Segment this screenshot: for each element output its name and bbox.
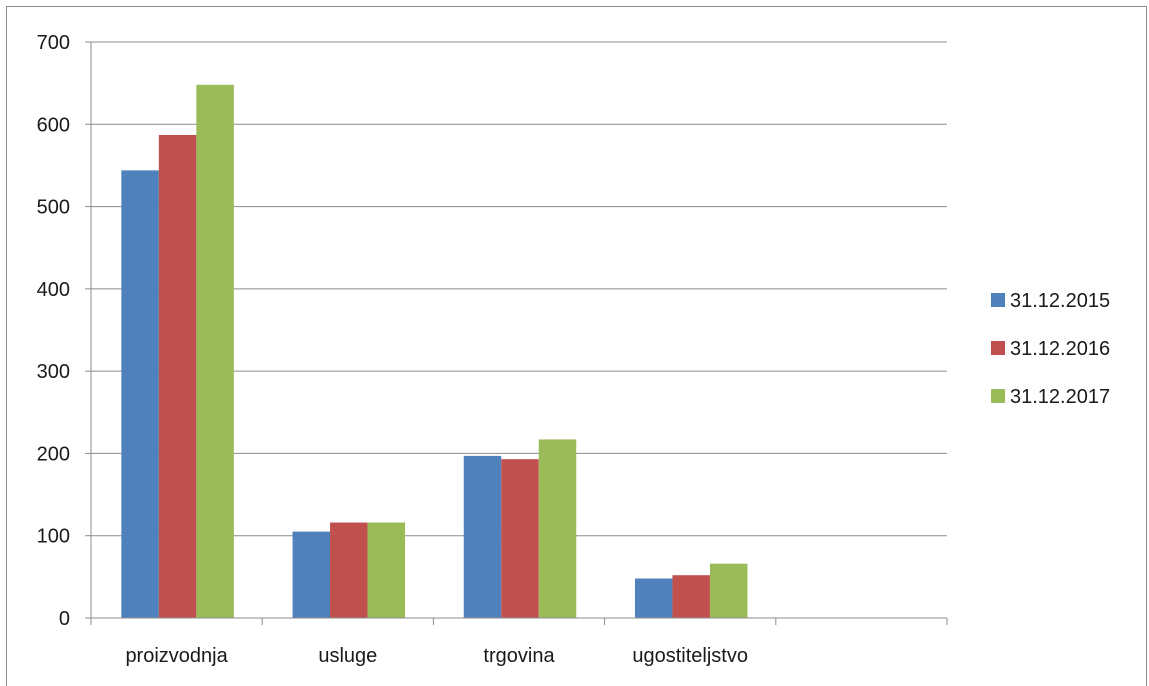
y-tick-label-100: 100 (37, 526, 70, 548)
y-tick-label-0: 0 (59, 608, 70, 630)
bar-proizvodnja-31-12-2017 (196, 84, 234, 618)
legend-swatch-31-12-2017 (991, 389, 1005, 403)
bar-trgovina-31-12-2015 (463, 455, 502, 618)
y-tick-label-600: 600 (37, 114, 70, 136)
x-tick-label-usluge: usluge (318, 645, 377, 667)
bar-ugostiteljstvo-31-12-2015 (634, 578, 673, 618)
legend-label-31-12-2017: 31.12.2017 (1010, 386, 1110, 408)
x-tick-label-trgovina: trgovina (483, 645, 555, 667)
legend-label-31-12-2016: 31.12.2016 (1010, 338, 1110, 360)
legend-label-31-12-2015: 31.12.2015 (1010, 290, 1110, 312)
bar-usluge-31-12-2016 (330, 522, 368, 618)
chart-frame (6, 6, 1147, 686)
axes (90, 42, 948, 625)
y-tick-label-200: 200 (37, 443, 70, 465)
y-tick-labels: 0 100 200 300 400 500 600 700 (37, 32, 91, 630)
y-tick-label-400: 400 (37, 279, 70, 301)
legend-swatch-31-12-2015 (991, 293, 1005, 307)
bar-ugostiteljstvo-31-12-2017 (709, 563, 748, 618)
legend-swatch-31-12-2016 (991, 341, 1005, 355)
bar-trgovina-31-12-2017 (538, 439, 577, 618)
x-tick-label-ugostiteljstvo: ugostiteljstvo (632, 645, 748, 667)
x-tick-labels: proizvodnja usluge trgovina ugostiteljstvo (125, 645, 748, 667)
bar-proizvodnja-31-12-2016 (158, 134, 197, 619)
y-tick-label-500: 500 (37, 197, 70, 219)
bar-ugostiteljstvo-31-12-2016 (672, 575, 710, 618)
bar-proizvodnja-31-12-2015 (121, 170, 159, 618)
bar-usluge-31-12-2017 (367, 522, 406, 618)
bars (121, 84, 748, 619)
y-tick-label-300: 300 (37, 361, 70, 383)
bar-trgovina-31-12-2016 (501, 459, 539, 618)
legend: 31.12.2015 31.12.2016 31.12.2017 (991, 290, 1110, 408)
y-tick-label-700: 700 (37, 32, 70, 54)
x-tick-label-proizvodnja: proizvodnja (125, 645, 228, 667)
bar-usluge-31-12-2015 (292, 531, 331, 618)
